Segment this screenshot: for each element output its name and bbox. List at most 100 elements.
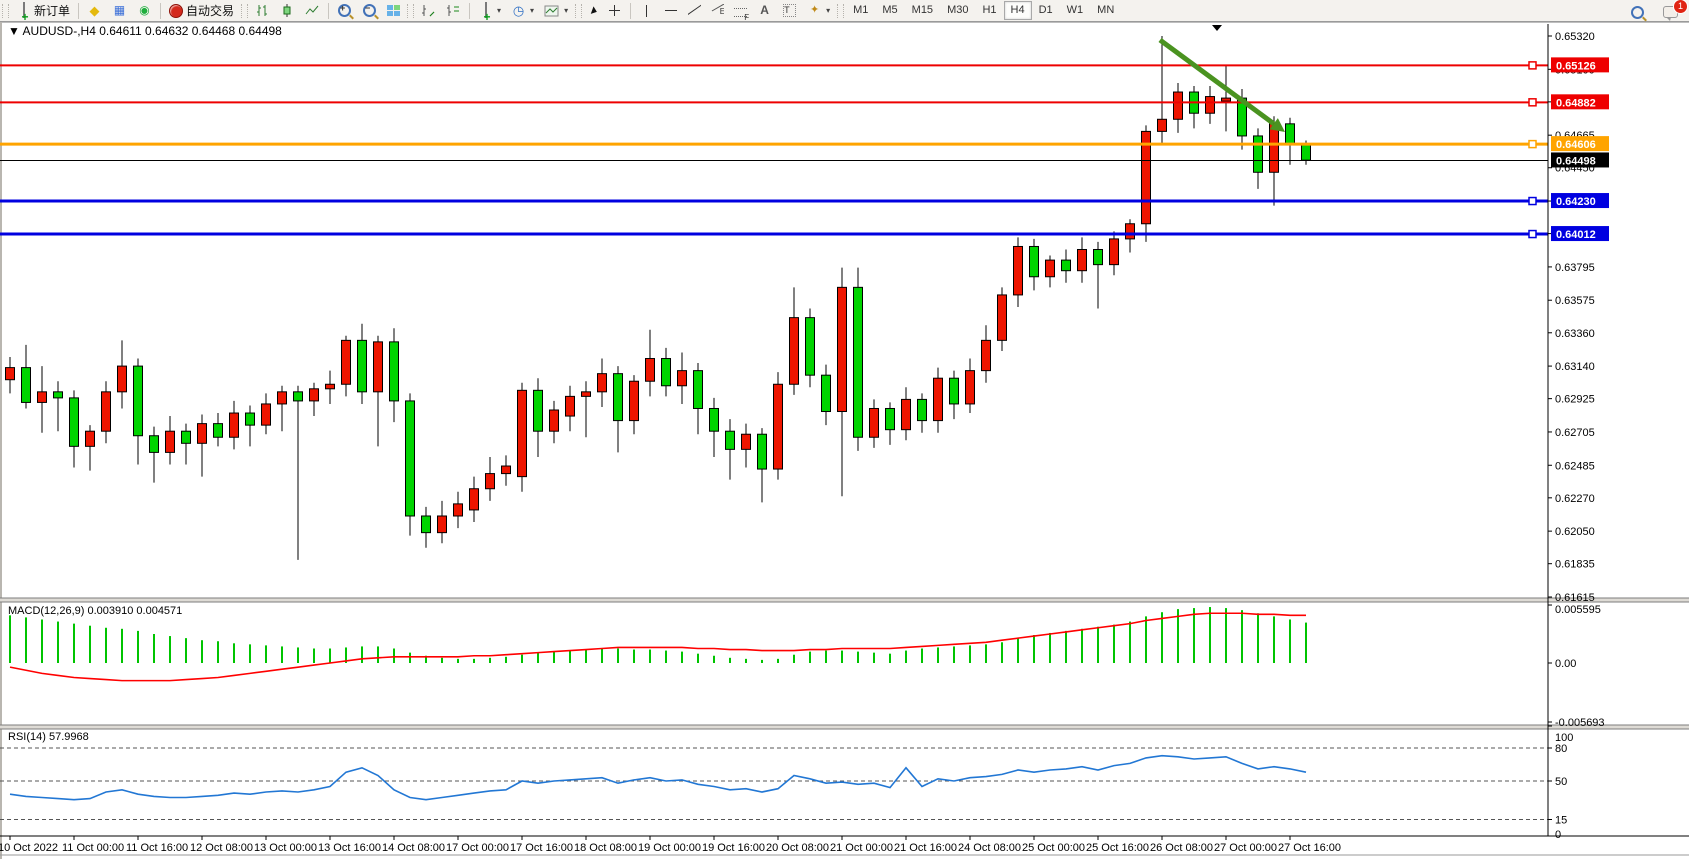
autotrade-button[interactable]: 自动交易 <box>164 1 239 21</box>
timeframe-button-M1[interactable]: M1 <box>853 4 869 16</box>
fibonacci-button[interactable] <box>729 1 752 22</box>
candle[interactable] <box>21 367 31 403</box>
toolbar-grip[interactable] <box>2 3 9 18</box>
period-button[interactable]: ◷ ▾ <box>506 1 539 21</box>
candle[interactable] <box>101 391 111 432</box>
candle[interactable] <box>1109 238 1119 266</box>
candle[interactable] <box>165 430 175 453</box>
toolbar-grip[interactable] <box>241 3 249 18</box>
timeframe-button-M5[interactable]: M5 <box>882 4 898 16</box>
timeframe-button-D1[interactable]: D1 <box>1038 4 1053 16</box>
timeframe-button-H1[interactable]: H1 <box>982 4 997 16</box>
candle[interactable] <box>1301 143 1311 161</box>
candle[interactable] <box>1125 223 1135 240</box>
market-watch-button[interactable]: ◆ <box>82 1 107 21</box>
candle[interactable] <box>133 365 143 437</box>
candle[interactable] <box>1205 96 1215 114</box>
candle[interactable] <box>357 339 367 393</box>
panel-separator[interactable] <box>0 598 1689 602</box>
zoom-out-button[interactable]: − <box>357 1 382 21</box>
candle[interactable] <box>1077 248 1087 272</box>
vertical-line-button[interactable] <box>634 1 659 21</box>
toolbar-grip[interactable] <box>575 3 583 18</box>
candle[interactable] <box>389 341 399 402</box>
candle[interactable] <box>949 377 959 405</box>
candle[interactable] <box>437 515 447 534</box>
timeframe-button-M15[interactable]: M15 <box>911 4 934 16</box>
candle[interactable] <box>933 377 943 422</box>
candle[interactable] <box>453 503 463 517</box>
indicator-list-button[interactable] <box>441 1 466 21</box>
horizontal-line-button[interactable] <box>659 1 683 21</box>
candle[interactable] <box>53 391 63 399</box>
candle[interactable] <box>325 383 335 390</box>
candle[interactable] <box>1093 248 1103 266</box>
candle[interactable] <box>1157 118 1167 132</box>
candle[interactable] <box>69 397 79 447</box>
timeframe-button-M30[interactable]: M30 <box>947 4 969 16</box>
candle[interactable] <box>741 433 751 450</box>
candle[interactable] <box>1269 123 1279 173</box>
zoom-in-button[interactable]: + <box>332 1 357 21</box>
candle[interactable] <box>869 407 879 438</box>
candle[interactable] <box>181 430 191 444</box>
candle[interactable] <box>517 389 527 478</box>
candle[interactable] <box>117 365 127 393</box>
candle[interactable] <box>837 286 847 413</box>
candle[interactable] <box>501 465 511 475</box>
line-handle[interactable] <box>1528 139 1537 149</box>
text-button[interactable]: A <box>752 1 777 21</box>
candle[interactable] <box>629 380 639 422</box>
candle[interactable] <box>757 433 767 470</box>
line-chart-button[interactable] <box>300 1 325 21</box>
candle[interactable] <box>229 412 239 438</box>
candle[interactable] <box>821 374 831 413</box>
candle[interactable] <box>693 370 703 409</box>
timeframe-button-W1[interactable]: W1 <box>1066 4 1084 16</box>
candle[interactable] <box>1029 245 1039 278</box>
indicator-window-button[interactable] <box>416 1 441 21</box>
candle[interactable] <box>1253 135 1263 173</box>
line-handle[interactable] <box>1528 61 1537 70</box>
cursor-button[interactable] <box>584 1 602 21</box>
candle[interactable] <box>469 488 479 511</box>
search-button[interactable] <box>1625 2 1650 22</box>
candle[interactable] <box>1173 91 1183 120</box>
candle[interactable] <box>341 339 351 385</box>
candle[interactable] <box>197 423 207 444</box>
data-window-button[interactable]: ▦ <box>107 1 132 21</box>
candle[interactable] <box>37 391 47 403</box>
candle[interactable] <box>213 423 223 438</box>
toolbar-grip[interactable] <box>837 3 845 18</box>
candle[interactable] <box>789 317 799 385</box>
candle[interactable] <box>1061 259 1071 272</box>
signals-button[interactable]: ◉ <box>132 1 157 21</box>
candle[interactable] <box>661 358 671 387</box>
notifications-button[interactable]: 1 <box>1658 0 1688 22</box>
bar-chart-button[interactable] <box>250 1 275 21</box>
candle[interactable] <box>773 383 783 470</box>
candle[interactable] <box>581 391 591 397</box>
candle[interactable] <box>245 412 255 426</box>
timeframe-button-H4[interactable]: H4 <box>1003 1 1032 20</box>
panel-separator[interactable] <box>0 725 1689 729</box>
toolbar-grip[interactable] <box>407 3 415 18</box>
candle[interactable] <box>309 388 319 402</box>
candle[interactable] <box>805 317 815 376</box>
candle[interactable] <box>373 341 383 393</box>
candle[interactable] <box>885 407 895 431</box>
candle[interactable] <box>853 286 863 438</box>
line-handle[interactable] <box>1528 98 1537 107</box>
candle-chart-button[interactable] <box>275 1 300 21</box>
candle[interactable] <box>597 373 607 393</box>
channel-button[interactable] <box>706 1 729 21</box>
tile-windows-button[interactable] <box>382 1 405 21</box>
candle[interactable] <box>565 395 575 417</box>
arrows-button[interactable]: ✦ ▾ <box>802 1 835 21</box>
candle[interactable] <box>613 373 623 422</box>
candle[interactable] <box>997 294 1007 341</box>
crosshair-button[interactable] <box>602 1 627 21</box>
candle[interactable] <box>1045 259 1055 278</box>
candle[interactable] <box>677 370 687 387</box>
chart-canvas[interactable]: 0.653200.651000.648850.646650.644500.642… <box>0 21 1689 859</box>
